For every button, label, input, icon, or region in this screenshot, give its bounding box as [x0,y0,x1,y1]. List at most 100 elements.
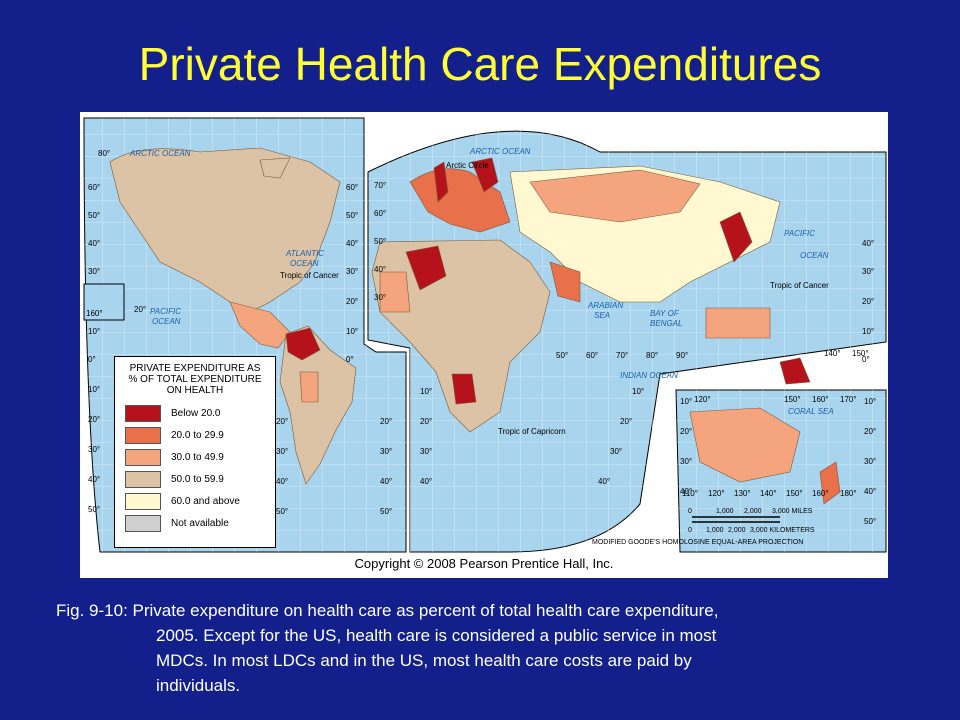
russia [529,169,701,223]
lat-label: 50° [346,211,358,220]
tropic-of-cancer-left-label: Tropic of Cancer [280,271,339,280]
colombia [285,327,321,361]
lat-label: 20° [680,427,692,436]
greenland-part [259,157,291,179]
figure-caption: Fig. 9-10: Private expenditure on health… [56,598,936,698]
pacific-ocean-right-label-2: OCEAN [800,251,829,260]
world-map: ARCTIC OCEAN ARCTIC OCEAN ATLANTIC OCEAN… [80,112,888,578]
scale-miles-tick: 1,000 [716,508,734,515]
lat-label: 20° [346,297,358,306]
bolivia [299,371,319,403]
lat-label: 20° [380,417,392,426]
angola [451,373,477,405]
atlantic-ocean-label-2: OCEAN [290,259,319,268]
legend-label: 50.0 to 59.9 [171,474,224,485]
central-america [229,301,291,349]
scandinavia [471,157,499,193]
lat-label: 160° [86,309,103,318]
lon-label: 160° [812,489,829,498]
lat-label: 10° [420,387,432,396]
lon-label: 150° [852,349,869,358]
lat-label: 20° [420,417,432,426]
lat-label: 10° [346,327,358,336]
line-labels: Arctic Circle Tropic of Cancer Tropic of… [280,161,829,546]
lat-label: 50° [380,507,392,516]
scale-miles-tick: 2,000 [744,508,762,515]
legend-swatch [125,427,161,444]
scale-km-tick: 3,000 KILOMETERS [750,527,815,534]
arctic-circle-label: Arctic Circle [446,161,489,170]
lat-label: 40° [276,477,288,486]
lat-label: 30° [862,267,874,276]
lat-label: 20° [864,427,876,436]
lat-label: 10° [88,327,100,336]
legend-item: 20.0 to 29.9 [125,427,270,445]
lon-label: 70° [616,351,628,360]
legend-label: 60.0 and above [171,496,240,507]
arabia [549,261,581,303]
slide-title: Private Health Care Expenditures [138,38,822,90]
caption-line: MDCs. In most LDCs and in the US, most h… [156,651,692,670]
legend-title-line: % OF TOTAL EXPENDITURE [128,374,262,385]
tropic-of-cancer-right-label: Tropic of Cancer [770,281,829,290]
lat-label: 70° [374,181,386,190]
caption-line: 2005. Except for the US, health care is … [156,626,717,645]
algeria [405,245,447,291]
lat-label: 30° [420,447,432,456]
legend-title-line: ON HEALTH [166,385,224,396]
lat-label: 40° [88,475,100,484]
lat-label: 10° [864,397,876,406]
lat-label: 20° [862,297,874,306]
map-legend: PRIVATE EXPENDITURE AS % OF TOTAL EXPEND… [114,356,276,548]
lon-label: 170° [840,395,857,404]
lat-label: 0° [346,355,354,364]
legend-swatch [125,471,161,488]
legend-item: 60.0 and above [125,493,270,511]
lat-label: 0° [88,355,96,364]
pacific-ocean-left-label-2: OCEAN [152,317,181,326]
lat-label: 10° [862,327,874,336]
graticule-labels: 60° 50° 40° 30° 160° 10° 0° 10° 20° 30° … [86,149,876,526]
lat-label: 30° [346,267,358,276]
lon-label: 60° [586,351,598,360]
lat-label: 20° [276,417,288,426]
lat-label: 40° [374,265,386,274]
southeast-asia [705,307,771,339]
lon-label: 110° [682,489,698,498]
arabian-sea-label-2: SEA [594,311,610,320]
lon-label: 130° [734,489,751,498]
lat-label: 60° [346,183,358,192]
lat-label: 50° [276,507,288,516]
legend-item: Not available [125,515,270,533]
legend-item: 30.0 to 49.9 [125,449,270,467]
lat-label: 50° [88,505,100,514]
lat-label: 50° [864,517,876,526]
lon-label: 50° [556,351,568,360]
lat-label: 60° [374,209,386,218]
lon-label: 80° [98,149,110,158]
lat-label: 10° [632,387,644,396]
lon-label: 140° [760,489,777,498]
lon-label: 160° [812,395,829,404]
arctic-ocean-right-label: ARCTIC OCEAN [469,147,531,156]
new-zealand [819,461,841,505]
lat-label: 30° [88,445,100,454]
lon-label: 20° [134,305,146,314]
caption-line: individuals. [156,676,241,695]
scale-bar: 0 1,000 2,000 3,000 MILES 0 1,000 2,000 … [688,508,815,534]
lat-label: 50° [88,211,100,220]
legend-swatch [125,405,161,422]
bay-of-bengal-label-2: BENGAL [650,319,682,328]
pacific-ocean-left-label-1: PACIFIC [150,307,181,316]
scale-miles-tick: 3,000 MILES [772,508,813,515]
pacific-ocean-right-label-1: PACIFIC [784,229,815,238]
lat-label: 20° [620,417,632,426]
japan [719,211,753,263]
ocean-labels: ARCTIC OCEAN ARCTIC OCEAN ATLANTIC OCEAN… [129,147,834,416]
atlantic-ocean-label-1: ATLANTIC [285,249,324,258]
legend-title-line: PRIVATE EXPENDITURE AS [129,363,261,374]
legend-swatch [125,493,161,510]
lat-label: 40° [346,239,358,248]
copyright-notice: Copyright © 2008 Pearson Prentice Hall, … [354,556,614,571]
coral-sea-label: CORAL SEA [788,407,834,416]
